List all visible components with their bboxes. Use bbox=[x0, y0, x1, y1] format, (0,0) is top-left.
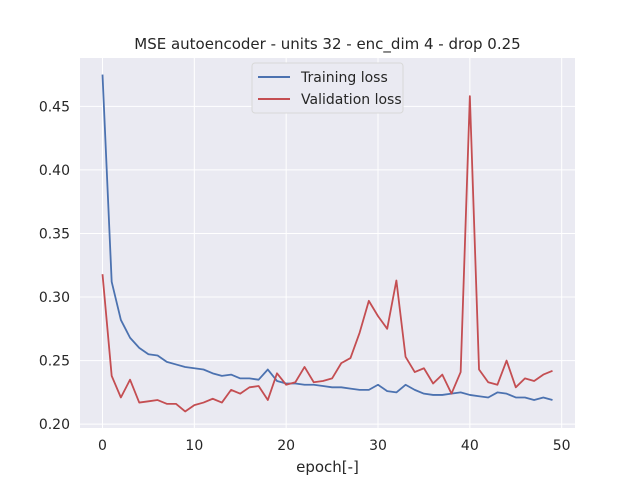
series-validation-loss bbox=[101, 95, 553, 413]
y-tick-label: 0.20 bbox=[39, 417, 70, 433]
x-tick-label: 50 bbox=[553, 438, 571, 454]
x-tick-label: 0 bbox=[98, 438, 107, 454]
series-layer bbox=[101, 74, 553, 413]
grid-lines bbox=[80, 58, 575, 428]
x-tick-label: 30 bbox=[369, 438, 387, 454]
x-tick-labels: 0 10 20 30 40 50 bbox=[98, 438, 571, 454]
y-tick-label: 0.40 bbox=[39, 163, 70, 179]
legend: Training loss Validation loss bbox=[251, 62, 404, 114]
y-tick-label: 0.30 bbox=[39, 290, 70, 306]
y-tick-label: 0.45 bbox=[39, 99, 70, 115]
x-tick-label: 10 bbox=[185, 438, 203, 454]
legend-label-validation: Validation loss bbox=[301, 92, 402, 108]
series-training-loss bbox=[101, 74, 553, 401]
x-axis-label: epoch[-] bbox=[296, 458, 359, 476]
series-line bbox=[101, 74, 553, 401]
y-tick-label: 0.25 bbox=[39, 354, 70, 370]
y-tick-label: 0.35 bbox=[39, 226, 70, 242]
series-line bbox=[101, 95, 553, 413]
legend-box bbox=[251, 62, 404, 114]
legend-label-training: Training loss bbox=[300, 70, 388, 86]
plot-background bbox=[80, 58, 575, 428]
y-tick-labels: 0.20 0.25 0.30 0.35 0.40 0.45 bbox=[39, 99, 70, 433]
x-tick-label: 40 bbox=[461, 438, 479, 454]
x-tick-label: 20 bbox=[277, 438, 295, 454]
chart-title: MSE autoencoder - units 32 - enc_dim 4 -… bbox=[134, 35, 520, 54]
